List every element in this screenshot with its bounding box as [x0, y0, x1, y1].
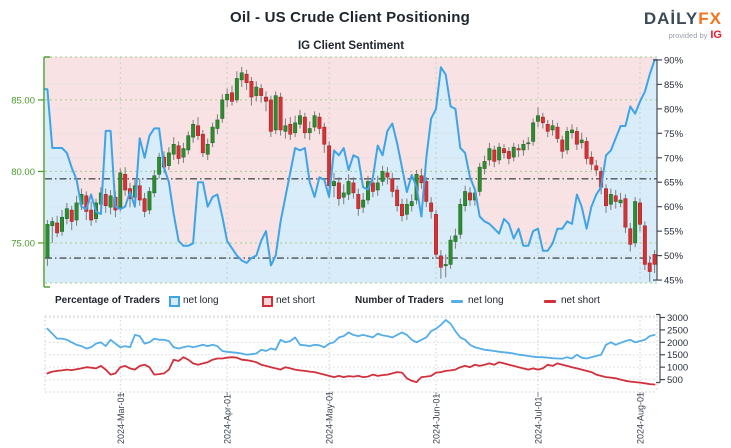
legend-num-group-title: Number of Traders: [355, 295, 444, 306]
num-net-short-line-icon: [544, 300, 556, 303]
svg-text:2500: 2500: [667, 325, 688, 336]
svg-text:60%: 60%: [664, 202, 684, 213]
svg-text:2024-Aug-01: 2024-Aug-01: [636, 392, 646, 444]
svg-text:85%: 85%: [664, 80, 684, 91]
pct-net-long-swatch-icon: [169, 296, 180, 307]
svg-text:90%: 90%: [664, 55, 684, 66]
svg-text:85.00: 85.00: [11, 95, 35, 106]
svg-text:2024-Apr-01: 2024-Apr-01: [223, 394, 233, 444]
svg-text:2024-May-01: 2024-May-01: [325, 391, 335, 444]
dailyfx-wordmark: DAİLYFX: [644, 10, 722, 27]
ig-logo: IG: [710, 29, 722, 41]
svg-text:45%: 45%: [664, 276, 684, 287]
svg-text:500: 500: [667, 375, 683, 386]
legend-pct-group-title: Percentage of Traders: [55, 295, 161, 306]
svg-text:75%: 75%: [664, 129, 684, 140]
svg-text:1000: 1000: [667, 363, 688, 374]
main-chart-axes: 85.00 80.00 75.00 90% 85% 80% 75% 70% 65% 60% 55% 5…: [11, 55, 684, 288]
svg-text:65%: 65%: [664, 178, 684, 189]
num-net-long-label: net long: [468, 295, 504, 306]
pct-net-short-label: net short: [276, 295, 315, 306]
svg-text:75.00: 75.00: [11, 238, 35, 249]
svg-text:1500: 1500: [667, 350, 688, 361]
svg-text:2024-Jul-01: 2024-Jul-01: [534, 396, 544, 444]
sentiment-reference-lines: [45, 178, 657, 259]
main-chart-gridlines: [45, 56, 657, 284]
traders-chart-gridlines: [44, 315, 658, 393]
svg-text:2024-Jun-01: 2024-Jun-01: [432, 393, 442, 444]
date-axis-labels: 2024-Mar-01 2024-Apr-01 2024-May-01 2024-Ju…: [116, 391, 646, 444]
pct-net-short-swatch-icon: [262, 296, 273, 307]
provided-by-line: provided by IG: [644, 30, 722, 41]
svg-text:50%: 50%: [664, 251, 684, 262]
svg-text:80%: 80%: [664, 104, 684, 115]
svg-text:2000: 2000: [667, 338, 688, 349]
logo-fx-text: FX: [698, 9, 722, 28]
dailyfx-logo: DAİLYFX provided by IG: [644, 10, 722, 41]
svg-text:70%: 70%: [664, 153, 684, 164]
provided-by-text: provided by: [668, 31, 708, 40]
traders-count-lines: [46, 319, 656, 386]
svg-text:80.00: 80.00: [11, 167, 35, 178]
chart-legend: Percentage of Traders net long net short…: [0, 295, 731, 311]
pct-net-long-label: net long: [183, 295, 219, 306]
chart-subtitle: IG Client Sentiment: [297, 40, 405, 52]
num-net-long-line-icon: [451, 300, 463, 303]
num-net-short-label: net short: [561, 295, 600, 306]
svg-text:55%: 55%: [664, 227, 684, 238]
logo-daily-text: DAİLY: [643, 9, 699, 28]
page-title: Oil - US Crude Client Positioning: [230, 9, 470, 26]
net-long-percent-line: [44, 58, 658, 267]
svg-text:2024-Mar-01: 2024-Mar-01: [116, 392, 126, 444]
svg-text:3000: 3000: [667, 313, 688, 324]
